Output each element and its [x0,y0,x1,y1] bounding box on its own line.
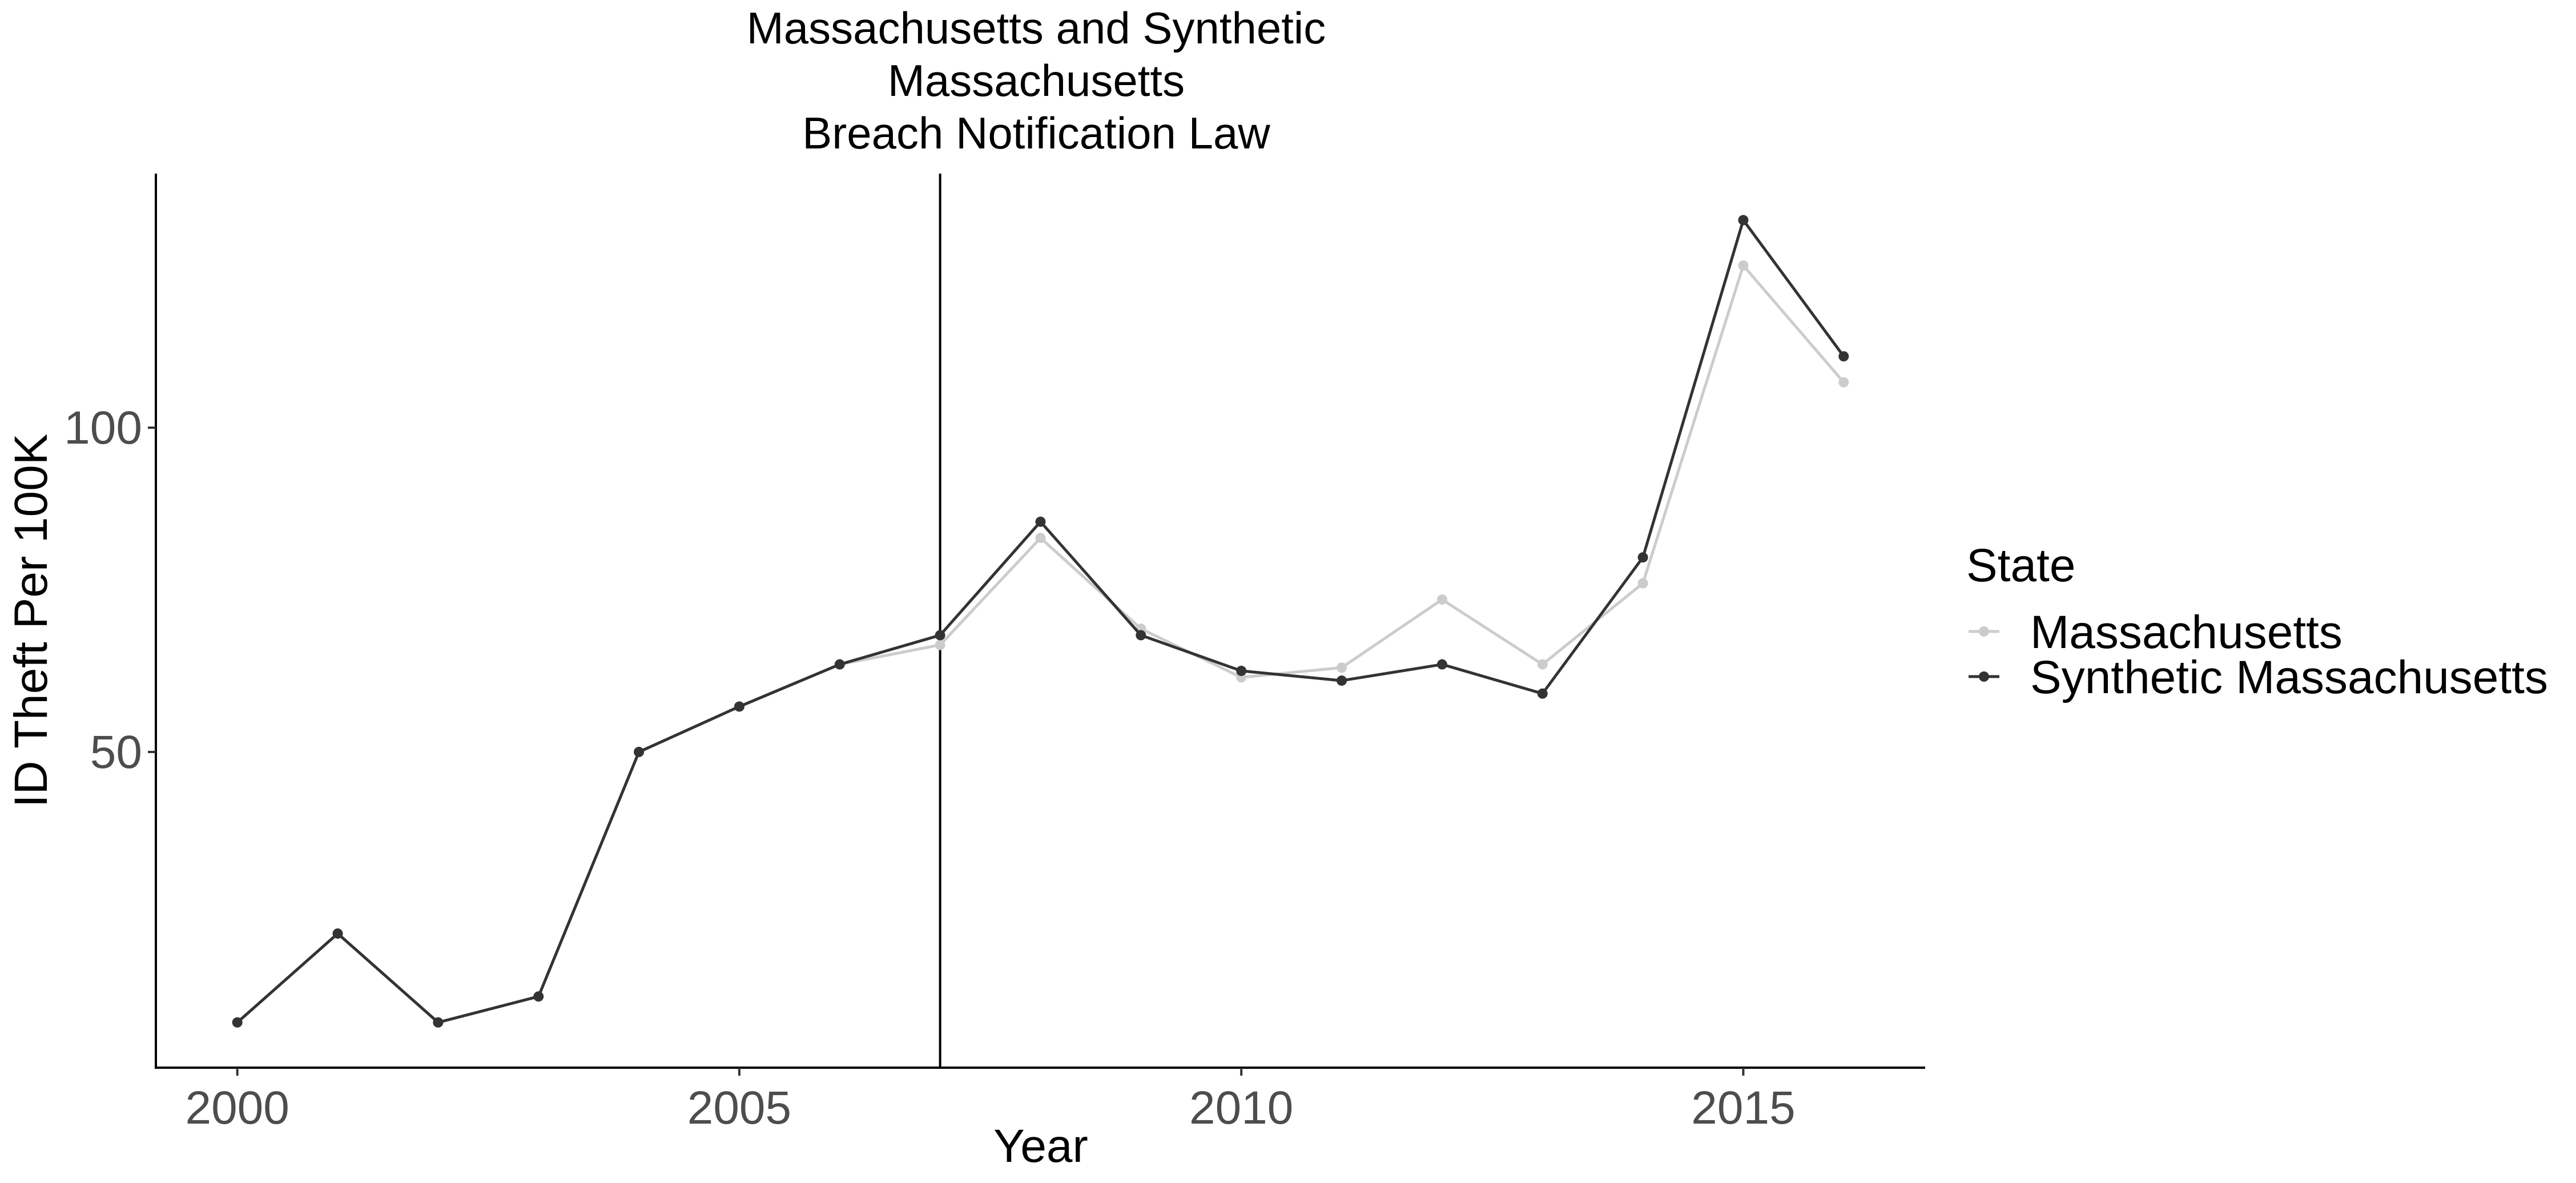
data-point [1337,662,1347,673]
data-point [1637,552,1648,563]
data-point [433,1017,444,1028]
data-point [1537,688,1548,699]
data-point [1337,675,1347,686]
x-tick-label: 2005 [687,1082,791,1134]
data-point [1136,630,1146,641]
data-point [634,747,645,758]
legend-key-point [1979,626,1989,637]
data-point [1838,351,1849,362]
data-point [1436,659,1447,670]
data-point [935,639,945,650]
chart-title-line-3: Breach Notification Law [802,108,1270,158]
x-axis-ticks: 2000 2005 2010 2015 [185,1068,1796,1134]
data-point [1738,215,1749,226]
chart-title-line-2: Massachusetts [888,55,1185,106]
data-point [1236,666,1247,677]
data-point [1838,377,1849,388]
chart-title: Massachusetts and Synthetic Massachusett… [747,3,1326,158]
x-tick-label: 2015 [1691,1082,1795,1134]
data-point [332,928,343,939]
legend-title: State [1966,540,2075,592]
data-point [1035,516,1046,527]
legend-key-point [1979,671,1989,682]
legend-label: Synthetic Massachusetts [2030,651,2548,703]
y-axis-ticks: 50 100 [64,402,156,778]
data-point [1035,533,1046,544]
y-tick-label: 100 [64,402,142,454]
data-point [1637,578,1648,589]
data-point [232,1017,243,1028]
data-point [1738,260,1749,271]
data-point [935,630,945,641]
series-layer [232,215,1849,1028]
data-point [533,991,544,1002]
y-tick-label: 50 [90,726,142,778]
series-synthetic-massachusetts [232,215,1849,1028]
legend-label: Massachusetts [2030,606,2342,658]
data-point [834,659,845,670]
x-tick-label: 2000 [185,1082,289,1134]
data-point [1436,594,1447,605]
data-point [734,701,744,712]
x-tick-label: 2010 [1189,1082,1293,1134]
chart-title-line-1: Massachusetts and Synthetic [747,3,1326,53]
legend-item-synthetic-massachusetts: Synthetic Massachusetts [1969,651,2548,703]
legend-item-massachusetts: Massachusetts [1969,606,2342,658]
y-axis-title: ID Theft Per 100K [5,434,57,808]
series-massachusetts [232,260,1849,1028]
x-axis-title: Year [993,1120,1088,1172]
series-line-synthetic-massachusetts [236,219,1845,1024]
data-point [1537,659,1548,670]
series-line-massachusetts [236,264,1845,1024]
